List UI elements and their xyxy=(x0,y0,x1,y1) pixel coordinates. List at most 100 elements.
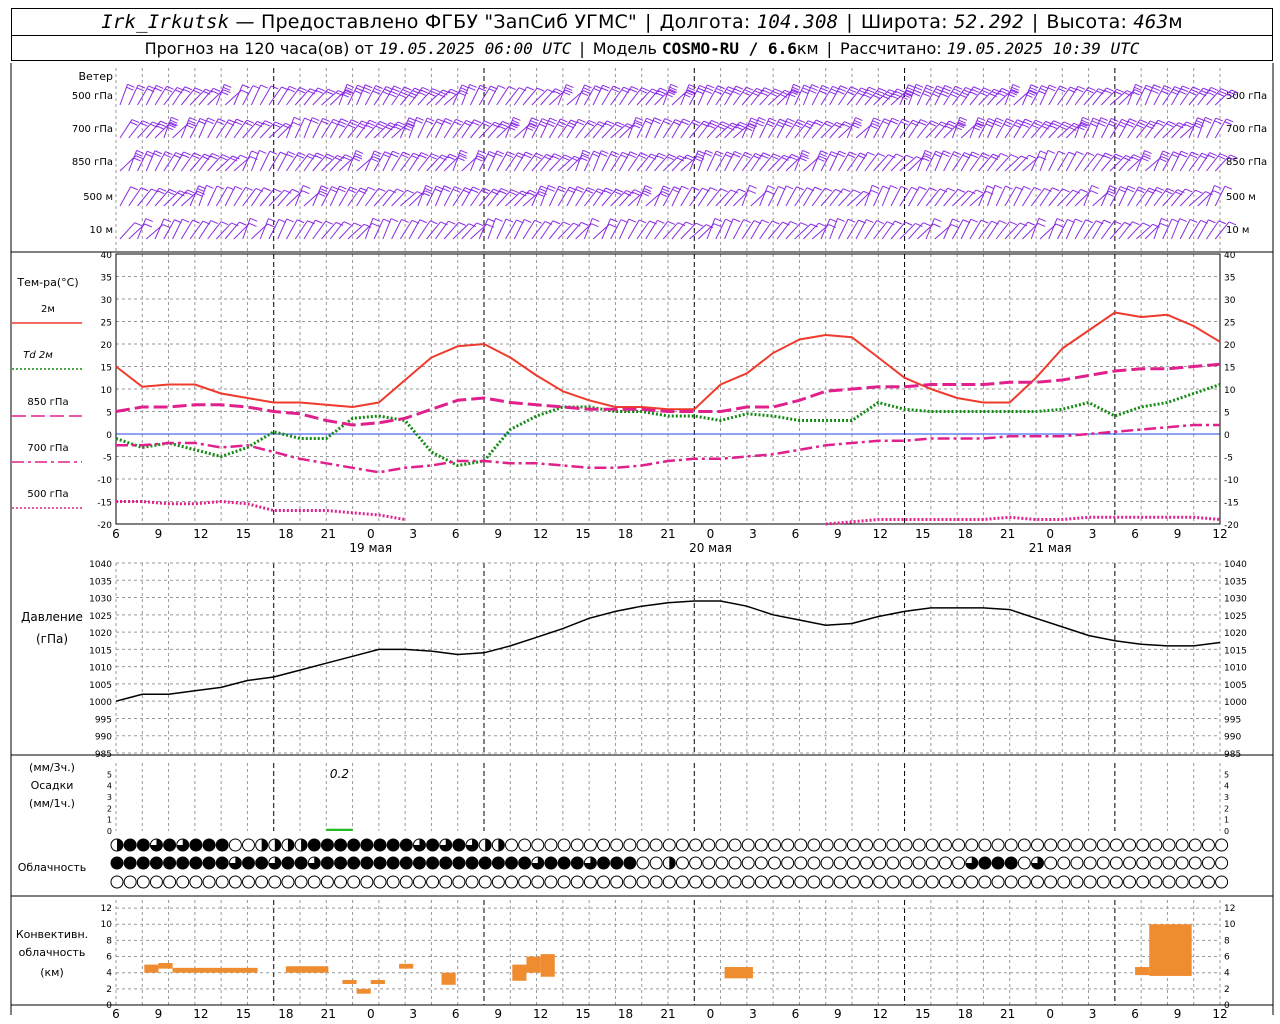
wind-barb-feather xyxy=(819,155,827,160)
wind-barb-feather xyxy=(317,192,326,197)
wind-barb-feather xyxy=(709,122,717,127)
wind-barb xyxy=(741,153,756,172)
wind-barb xyxy=(811,187,826,207)
model-label: Модель xyxy=(592,38,657,58)
wind-barb xyxy=(724,218,734,240)
wind-barb xyxy=(303,152,318,172)
cloud-symbol xyxy=(741,856,755,870)
wind-barb xyxy=(364,188,379,207)
wind-barb xyxy=(557,84,567,106)
cloud-symbol xyxy=(1149,856,1163,870)
cloud-symbol xyxy=(873,875,887,889)
cloud-symbol xyxy=(833,856,847,870)
wind-barb-feather xyxy=(769,117,777,122)
wind-barb xyxy=(715,122,733,139)
wind-barb xyxy=(1118,185,1129,207)
wind-barb-feather xyxy=(502,120,510,125)
cloud-symbol xyxy=(1096,875,1110,889)
wind-barb-feather xyxy=(1116,88,1124,93)
wind-barb xyxy=(522,152,537,172)
wind-barb-feather xyxy=(484,120,492,125)
wind-barb-feather xyxy=(1035,119,1043,124)
precip-tick-label-right: 2 xyxy=(1224,804,1229,813)
wind-barb xyxy=(1206,220,1220,240)
wind-barb-feather xyxy=(764,87,772,92)
wind-barb xyxy=(557,222,574,240)
wind-barb xyxy=(759,220,773,240)
cloud-symbol xyxy=(728,838,742,852)
wind-barb-feather xyxy=(327,88,336,93)
wind-barb-feather xyxy=(628,153,636,158)
wind-barb xyxy=(943,151,955,172)
cloud-symbol xyxy=(136,875,150,889)
wind-barb-feather xyxy=(837,90,845,95)
wind-barb-feather xyxy=(575,188,583,193)
wind-barb xyxy=(916,120,932,139)
station-name: Irk_Irkutsk xyxy=(101,11,230,33)
cloud-symbol-fill xyxy=(163,839,176,851)
cloud-symbol-fill xyxy=(216,839,229,851)
wind-barb xyxy=(478,121,495,139)
convective-bar xyxy=(144,964,159,973)
wind-barb-feather xyxy=(606,120,615,125)
wind-barb xyxy=(636,118,648,139)
wind-barb-feather xyxy=(842,123,850,128)
wind-barb-feather xyxy=(372,156,381,161)
wind-barb xyxy=(233,119,248,139)
wind-barb-feather xyxy=(578,118,586,123)
wind-barb-feather xyxy=(877,152,886,157)
wind-barb-feather xyxy=(450,88,458,93)
wind-barb xyxy=(338,186,351,207)
pressure-tick-label: 1035 xyxy=(89,577,112,587)
wind-barb-feather xyxy=(425,120,434,125)
wind-barb-feather xyxy=(1208,219,1216,224)
wind-barb-feather xyxy=(801,90,809,95)
wind-barb xyxy=(478,188,494,207)
wind-barb-feather xyxy=(170,121,178,126)
wind-barb-feather xyxy=(1161,156,1169,161)
wind-barb-feather xyxy=(906,154,914,159)
wind-barb-feather xyxy=(829,91,837,96)
wind-barb xyxy=(829,150,840,172)
wind-barb-feather xyxy=(1205,116,1213,121)
wind-barb-feather xyxy=(126,86,134,91)
wind-barb-feather xyxy=(837,218,845,222)
x-tick-label: 21 xyxy=(321,527,336,541)
wind-barb-feather xyxy=(987,185,995,190)
wind-barb xyxy=(592,85,604,106)
wind-barb xyxy=(575,187,589,207)
cloud-symbol xyxy=(557,875,571,889)
wind-barb-feather xyxy=(314,155,323,159)
wind-barb-feather xyxy=(810,223,818,228)
wind-barb-feather xyxy=(691,122,699,126)
wind-barb-feather xyxy=(263,187,271,192)
wind-barb-feather xyxy=(905,89,914,94)
wind-barb-feather xyxy=(587,187,595,192)
wind-barb-feather xyxy=(654,117,662,122)
wind-barb-feather xyxy=(714,218,723,222)
wind-barb-feather xyxy=(721,121,729,126)
wind-barb-feather xyxy=(592,153,600,158)
wind-barb xyxy=(715,219,726,240)
wind-barb-feather xyxy=(743,154,751,159)
wind-barb-feather xyxy=(631,191,640,196)
legend-label: 700 гПа xyxy=(27,443,68,454)
pressure-tick-label: 1025 xyxy=(89,612,112,622)
wind-barb-feather xyxy=(205,88,213,93)
convective-tick-label-right: 12 xyxy=(1224,904,1235,914)
wind-barb xyxy=(145,85,157,106)
temp-tick-label-right: -5 xyxy=(1224,454,1233,464)
precip-label-1h: (мм/1ч.) xyxy=(29,797,75,810)
wind-barb xyxy=(846,190,864,207)
wind-barb-feather xyxy=(211,90,219,95)
wind-barb xyxy=(250,150,260,172)
cloud-symbol xyxy=(1057,856,1071,870)
wind-barb xyxy=(1100,153,1116,172)
wind-barb-feather xyxy=(1157,119,1166,124)
wind-barb-feather xyxy=(1218,90,1227,95)
wind-barb-feather xyxy=(169,122,177,127)
cloud-symbol-fill xyxy=(347,839,360,851)
wind-barb-feather xyxy=(876,90,885,95)
wind-barb-feather xyxy=(405,124,413,129)
temp-series-line xyxy=(116,423,1220,474)
